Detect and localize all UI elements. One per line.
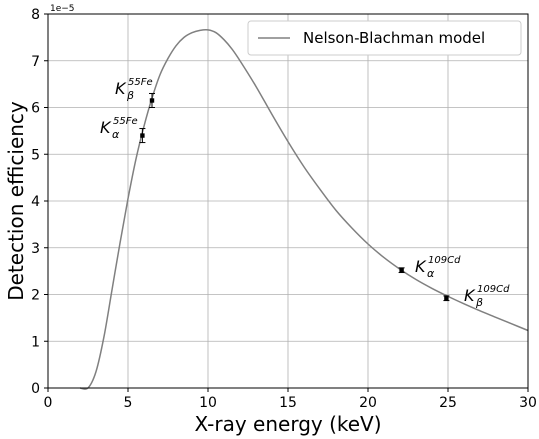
data-points: [139, 92, 450, 302]
annotation-superscript: 55Fe: [113, 116, 138, 127]
data-point: [399, 267, 404, 273]
y-scale-exponent: 1e−5: [50, 4, 75, 14]
x-axis-ticks: 0 5 10 15 20 25 30: [44, 388, 537, 411]
annotation-subscript: α: [427, 267, 435, 280]
annotation-k: K: [464, 286, 476, 305]
annotation-k: K: [415, 257, 427, 276]
annotation-superscript: 55Fe: [128, 77, 153, 88]
x-tick-label: 25: [439, 395, 457, 411]
x-axis-label: X-ray energy (keV): [194, 412, 381, 436]
data-point: [444, 296, 449, 301]
y-tick-label: 8: [31, 7, 40, 23]
x-tick-label: 0: [44, 395, 53, 411]
annotation-subscript: α: [112, 128, 120, 141]
data-point: [140, 133, 145, 138]
y-tick-label: 1: [31, 334, 40, 350]
y-tick-label: 3: [31, 241, 40, 257]
legend: Nelson-Blachman model: [247, 20, 522, 56]
x-tick-label: 15: [279, 395, 297, 411]
y-tick-label: 6: [31, 101, 40, 117]
model-curve: [79, 28, 529, 390]
y-axis-ticks: 0 1 2 3 4 5 6 7 8: [31, 7, 48, 397]
x-tick-label: 30: [519, 395, 537, 411]
y-tick-label: 2: [31, 288, 40, 304]
data-point: [149, 98, 155, 103]
annotation-subscript: β: [126, 89, 134, 102]
y-tick-label: 4: [31, 194, 40, 210]
series-line-nelson-blachman: [79, 28, 529, 390]
y-axis-label: Detection efficiency: [4, 101, 28, 301]
annotation-k: K: [100, 118, 112, 137]
grid: [47, 13, 529, 389]
annotation-subscript: β: [475, 296, 483, 309]
legend-box: [247, 20, 522, 56]
y-tick-label: 7: [31, 54, 40, 70]
x-tick-label: 20: [359, 395, 377, 411]
x-tick-label: 10: [199, 395, 217, 411]
annotation-k: K: [115, 79, 127, 98]
legend-label: Nelson-Blachman model: [303, 29, 485, 47]
annotation-superscript: 109Cd: [428, 255, 461, 266]
y-tick-label: 5: [31, 147, 40, 163]
annotation-superscript: 109Cd: [477, 284, 510, 295]
y-tick-label: 0: [31, 381, 40, 397]
x-tick-label: 5: [124, 395, 133, 411]
